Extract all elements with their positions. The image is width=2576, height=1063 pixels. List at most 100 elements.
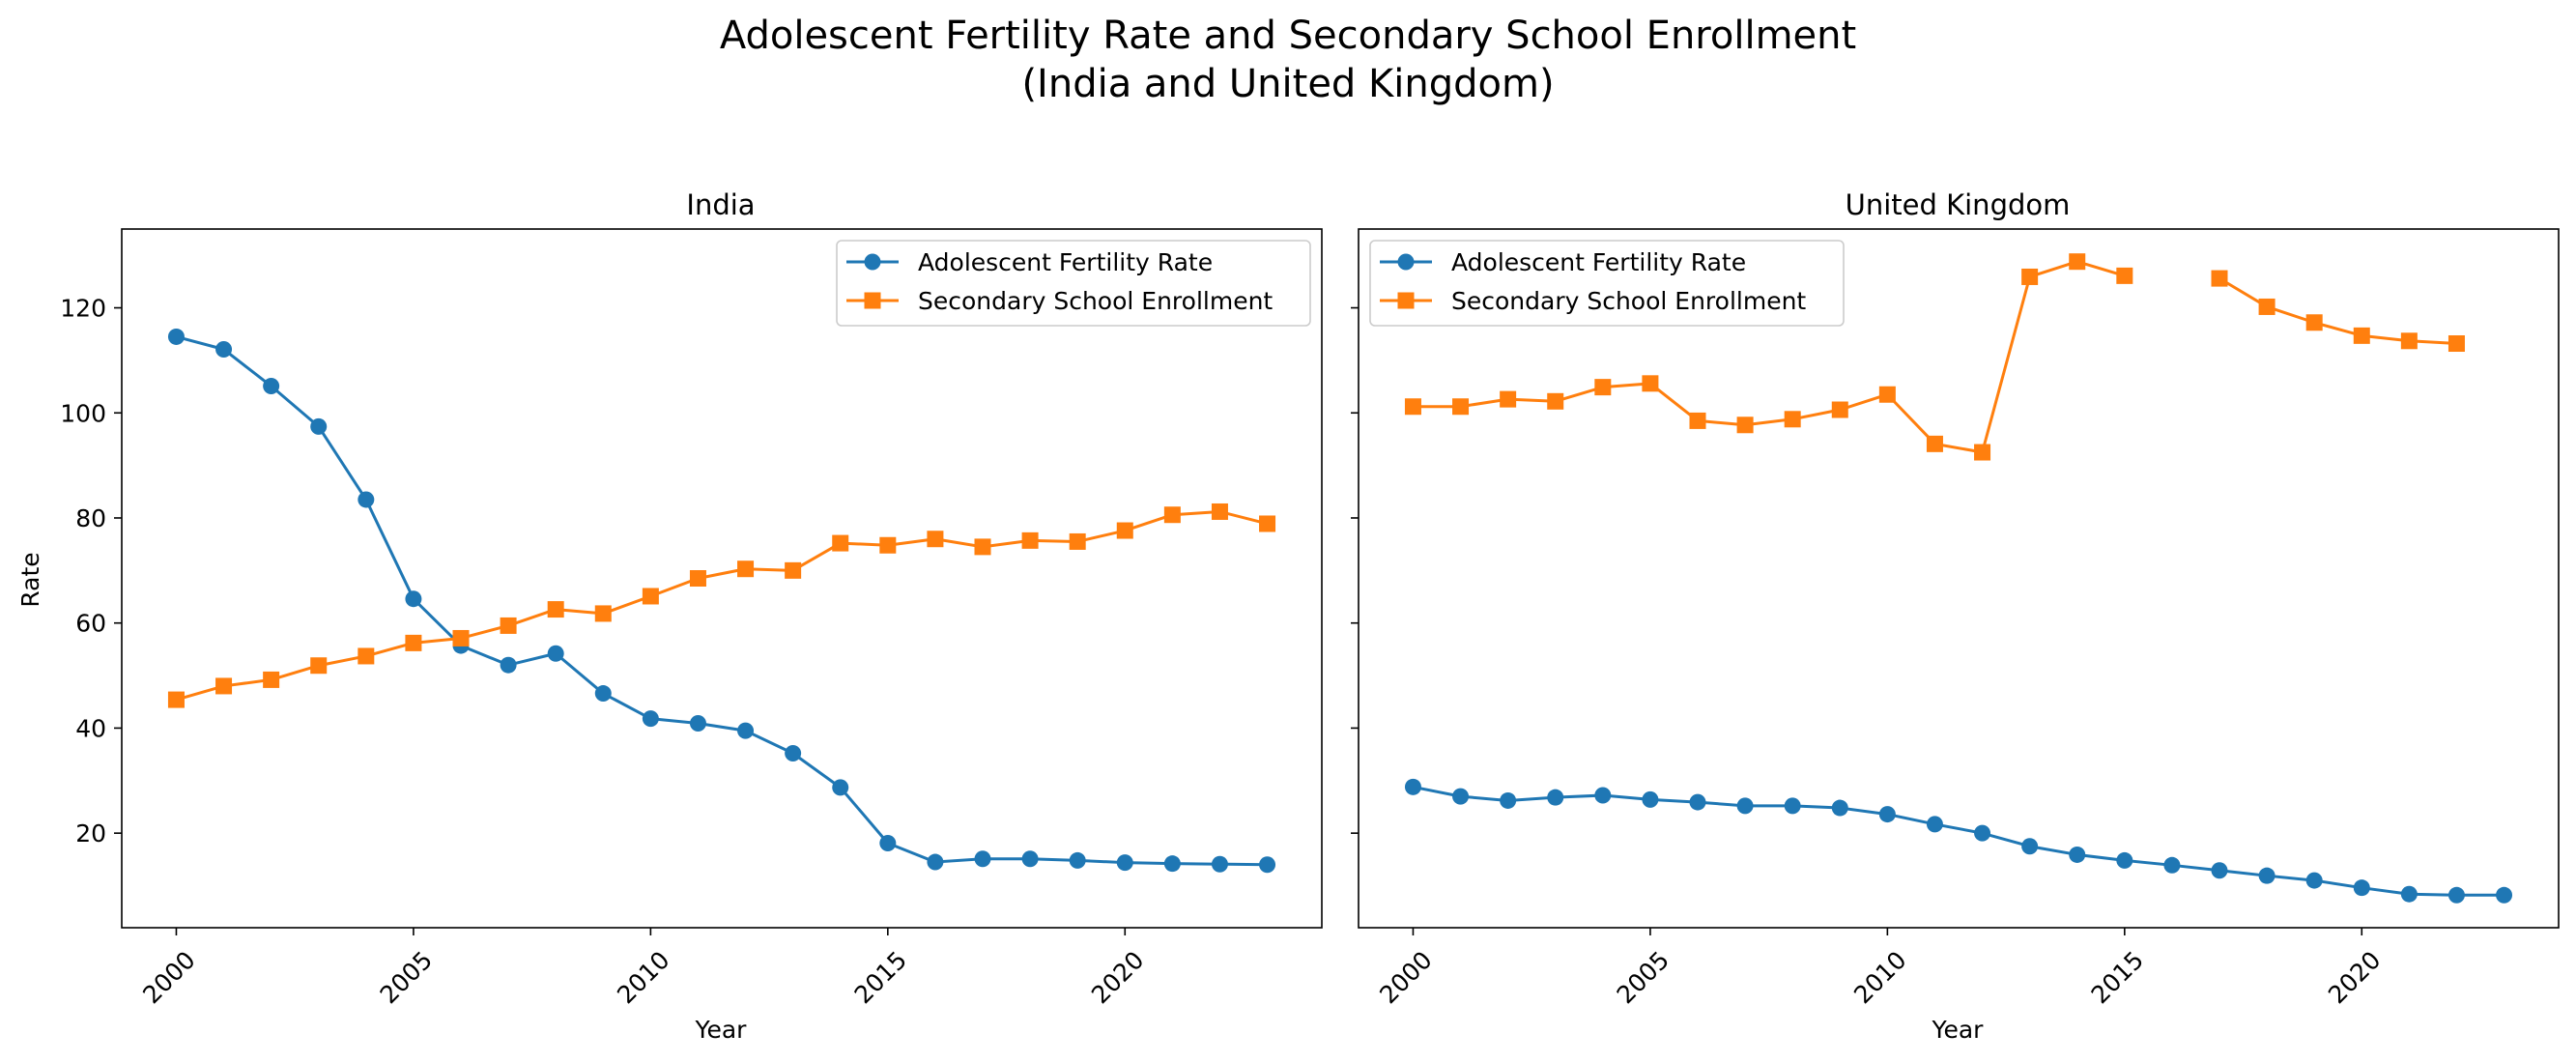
fertility-point-2019	[2305, 872, 2323, 889]
legend-label-enrollment: Secondary School Enrollment	[918, 287, 1273, 315]
enrollment-point-2011	[1926, 435, 1943, 452]
fertility-point-2005	[1642, 790, 1659, 808]
x-tick-label: 2005	[375, 946, 438, 1009]
figure-title-line-2: (India and United Kingdom)	[1021, 62, 1554, 106]
series-line-fertility	[176, 334, 1268, 867]
fertility-point-2019	[1069, 851, 1086, 869]
enrollment-point-2006	[452, 629, 470, 646]
fertility-point-2018	[1021, 850, 1039, 868]
fertility-point-2011	[1926, 816, 1943, 833]
figure-title-line-1: Adolescent Fertility Rate and Secondary …	[720, 14, 1856, 58]
legend-box	[1369, 240, 1845, 327]
fertility-point-2020	[2353, 879, 2370, 897]
legend-swatch-marker	[864, 253, 881, 271]
enrollment-point-2021	[2400, 332, 2418, 350]
fertility-point-2023	[1259, 856, 1276, 874]
enrollment-point-2017	[974, 538, 991, 556]
legend: Adolescent Fertility Rate Secondary Schoo…	[1369, 240, 1845, 327]
enrollment-point-2018	[2258, 298, 2275, 315]
fertility-point-2011	[689, 715, 706, 733]
enrollment-point-2001	[215, 677, 233, 695]
x-tick-label: 2010	[612, 946, 674, 1009]
enrollment-point-2018	[1021, 532, 1039, 549]
y-tick-label: 80	[75, 504, 106, 532]
enrollment-point-2010	[1878, 386, 1896, 403]
y-tick-label: 120	[60, 295, 106, 323]
panel-india-xlabel: Year	[695, 1016, 748, 1044]
x-tick-label: 2015	[849, 946, 912, 1009]
fertility-point-2023	[2496, 886, 2513, 904]
fertility-point-2021	[2400, 885, 2418, 903]
enrollment-point-2012	[737, 560, 755, 578]
panel-india: India Rate Year 2000 2005 2010 2015 20202040…	[16, 188, 1323, 1044]
enrollment-point-2013	[2021, 268, 2039, 285]
panel-india-ylabel: Rate	[16, 552, 44, 607]
panel-india-title: India	[686, 188, 755, 221]
fertility-point-2001	[215, 340, 233, 358]
enrollment-point-2022	[2447, 335, 2465, 353]
fertility-point-2022	[2447, 886, 2465, 904]
enrollment-point-2000	[1404, 398, 1421, 416]
fertility-point-2017	[2211, 862, 2228, 879]
enrollment-point-2006	[1689, 412, 1706, 429]
enrollment-point-2019	[1069, 532, 1086, 550]
fertility-point-2000	[167, 328, 185, 345]
enrollment-point-2003	[1547, 392, 1564, 410]
enrollment-point-2016	[927, 531, 944, 548]
enrollment-point-2013	[785, 561, 802, 579]
fertility-point-2002	[1500, 791, 1517, 809]
enrollment-point-2020	[1116, 522, 1133, 539]
fertility-point-2012	[737, 722, 755, 739]
legend-label-enrollment: Secondary School Enrollment	[1451, 287, 1806, 315]
fertility-point-2017	[974, 850, 991, 868]
panel-uk-title: United Kingdom	[1846, 188, 2071, 221]
fertility-point-2002	[263, 378, 280, 395]
enrollment-point-2009	[1831, 401, 1848, 418]
fertility-point-2016	[2163, 856, 2181, 874]
x-tick-label: 2000	[137, 946, 200, 1009]
fertility-point-2004	[358, 491, 375, 508]
enrollment-point-2017	[2211, 270, 2228, 287]
fertility-point-2006	[1689, 793, 1706, 811]
fertility-point-2007	[500, 656, 517, 674]
fertility-point-2012	[1974, 824, 1991, 842]
fertility-point-2003	[1547, 789, 1564, 806]
axes-frame	[1358, 228, 2560, 929]
enrollment-point-2008	[547, 601, 564, 618]
enrollment-point-2004	[1594, 379, 1612, 396]
enrollment-point-2014	[832, 534, 849, 552]
enrollment-point-2009	[594, 605, 612, 622]
y-tick-label: 60	[75, 610, 106, 638]
y-tick-label: 20	[75, 819, 106, 848]
enrollment-point-2014	[2069, 253, 2086, 271]
series-line-fertility	[1413, 785, 2504, 897]
fertility-point-2021	[1163, 855, 1181, 873]
axes-frame	[121, 228, 1323, 929]
legend-swatch-marker	[1397, 253, 1415, 271]
fertility-point-2022	[1211, 855, 1228, 873]
fertility-point-2014	[2069, 846, 2086, 863]
enrollment-point-2022	[1211, 503, 1228, 520]
x-tick-label: 2020	[2323, 946, 2386, 1009]
fertility-point-2000	[1404, 778, 1421, 795]
legend-label-fertility: Adolescent Fertility Rate	[1451, 248, 1746, 276]
panel-india-plot: 2000 2005 2010 2015 202020406080100120Adoles…	[60, 228, 1323, 1009]
enrollment-point-2005	[405, 634, 422, 651]
x-tick-label: 2015	[2086, 946, 2149, 1009]
legend-swatch-marker	[1397, 292, 1415, 309]
legend: Adolescent Fertility Rate Secondary Schoo…	[836, 240, 1311, 327]
x-tick-label: 2010	[1848, 946, 1911, 1009]
enrollment-point-2002	[1500, 390, 1517, 408]
enrollment-point-2019	[2305, 314, 2323, 331]
fertility-point-2008	[1784, 797, 1801, 815]
fertility-point-2015	[2116, 851, 2133, 869]
enrollment-point-2002	[263, 671, 280, 688]
enrollment-point-2005	[1642, 375, 1659, 392]
x-tick-label: 2020	[1086, 946, 1149, 1009]
legend-label-fertility: Adolescent Fertility Rate	[918, 248, 1213, 276]
enrollment-point-2011	[689, 570, 706, 587]
fertility-point-2001	[1452, 788, 1470, 805]
enrollment-point-2004	[358, 647, 375, 665]
y-tick-label: 100	[60, 399, 106, 427]
